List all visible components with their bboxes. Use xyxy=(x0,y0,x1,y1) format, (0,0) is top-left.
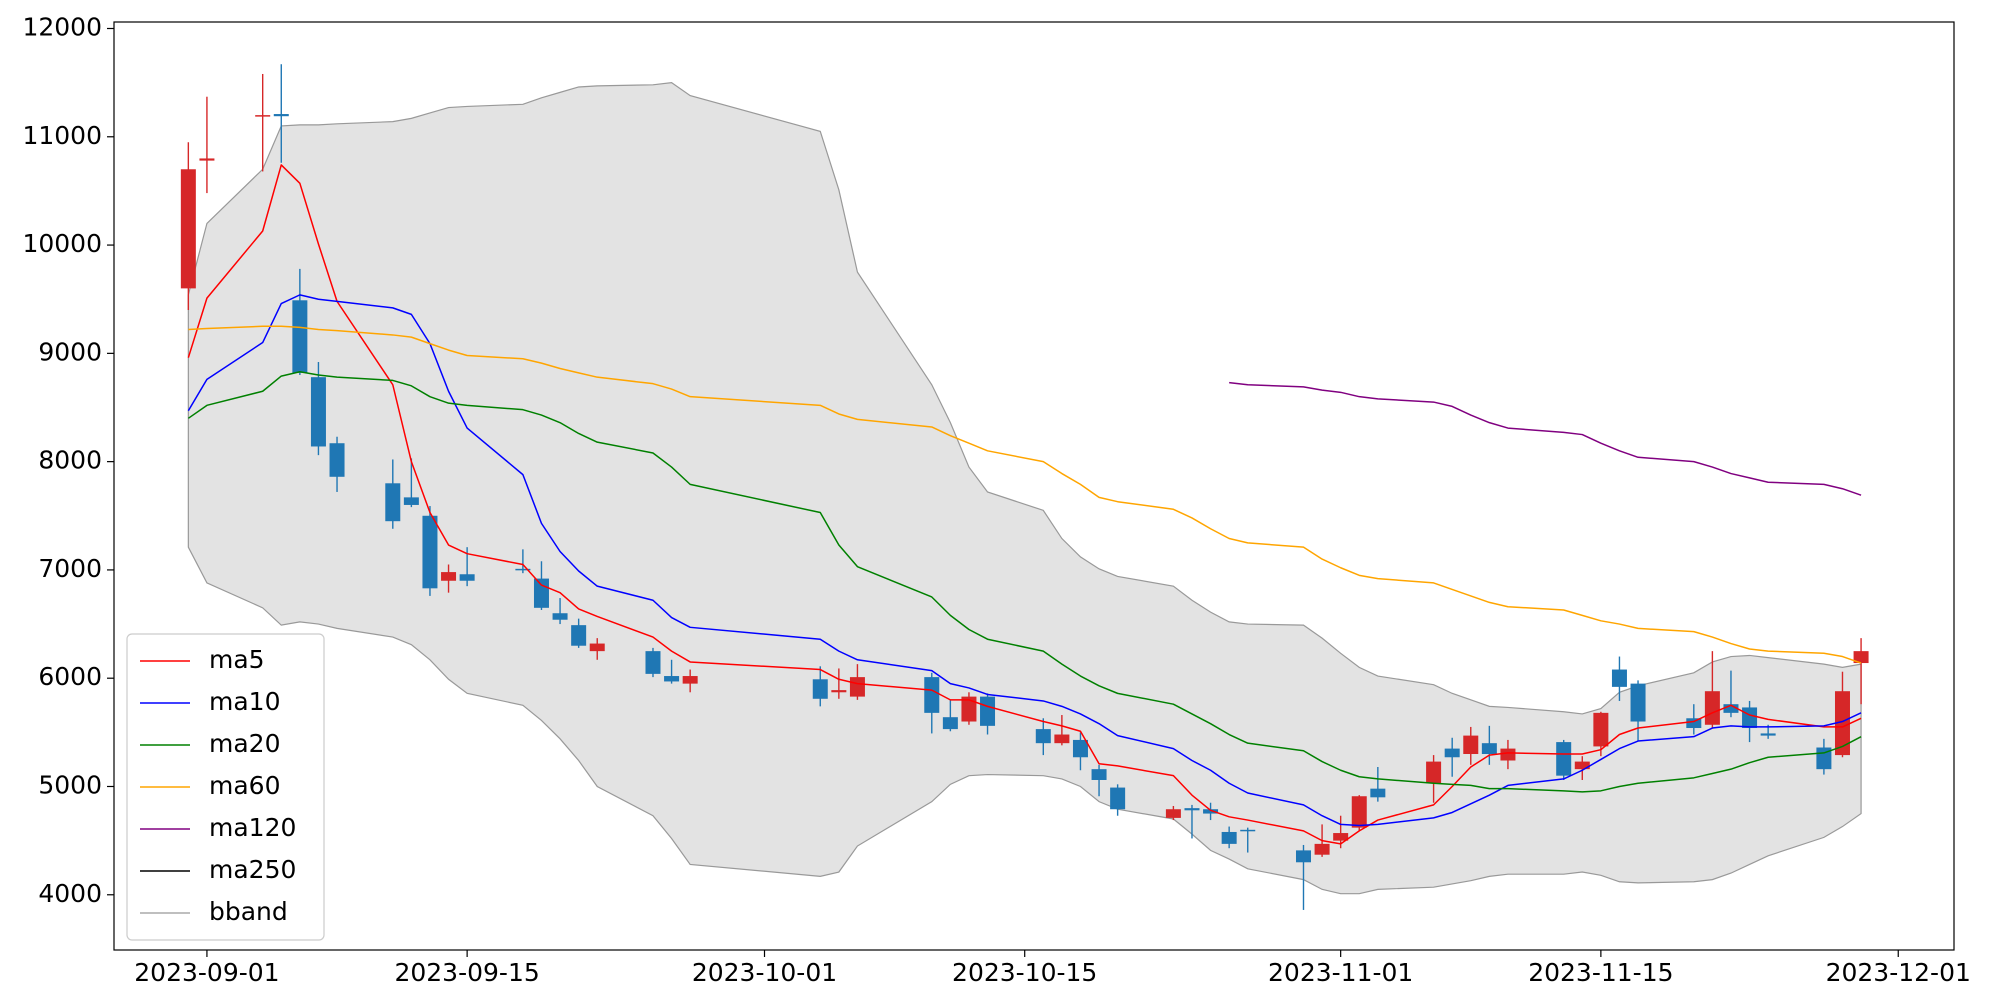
candle-body xyxy=(1110,787,1126,810)
candle-body xyxy=(831,690,847,693)
candle-body xyxy=(1723,704,1739,713)
bollinger-band xyxy=(187,82,1862,895)
y-tick-label: 7000 xyxy=(38,554,102,583)
ma-line xyxy=(188,325,1862,664)
axes-frame xyxy=(113,21,1955,951)
x-tick-label: 2023-09-15 xyxy=(394,958,539,987)
candle-body xyxy=(980,696,996,726)
candle-body xyxy=(1221,831,1237,844)
ma-line xyxy=(187,294,1862,827)
x-tick-label: 2023-12-01 xyxy=(1826,958,1971,987)
candle-body xyxy=(441,572,457,581)
candle-body xyxy=(924,677,940,713)
candle-body xyxy=(552,613,568,620)
candle-body xyxy=(571,625,587,646)
candle-body xyxy=(1370,788,1386,798)
candle-body xyxy=(1035,729,1051,744)
candle-body xyxy=(1630,683,1646,722)
x-tick-label: 2023-10-01 xyxy=(692,958,837,987)
candle-body xyxy=(645,651,661,674)
candle-body xyxy=(664,676,680,682)
candle-body xyxy=(1351,796,1367,828)
candle-body xyxy=(942,717,958,730)
y-tick-label: 5000 xyxy=(38,770,102,799)
candle-body xyxy=(1556,742,1572,776)
x-tick-label: 2023-11-15 xyxy=(1528,958,1673,987)
candle-body xyxy=(589,643,605,652)
candle-body xyxy=(180,169,196,289)
candle-body xyxy=(403,497,419,505)
plot-area xyxy=(180,64,1869,910)
candle-body xyxy=(1240,829,1256,832)
candle-body xyxy=(1444,748,1460,758)
candle-body xyxy=(1165,809,1181,818)
candle-body xyxy=(385,483,401,522)
candle-body xyxy=(1500,748,1516,761)
candle-body xyxy=(1574,761,1590,770)
candle-body xyxy=(1760,733,1776,736)
legend-label: ma120 xyxy=(209,813,296,842)
y-tick-label: 8000 xyxy=(38,446,102,475)
candle-body xyxy=(292,300,308,373)
candle-body xyxy=(459,574,475,581)
candle-body xyxy=(1091,769,1107,780)
y-tick-label: 9000 xyxy=(38,337,102,366)
x-tick-label: 2023-09-01 xyxy=(134,958,279,987)
legend-label: bband xyxy=(209,897,288,926)
candle-body xyxy=(1481,743,1497,755)
x-tick-label: 2023-10-15 xyxy=(952,958,1097,987)
legend-label: ma20 xyxy=(209,729,280,758)
candle-body xyxy=(1072,739,1088,758)
candle-body xyxy=(1834,691,1850,756)
ma-line xyxy=(187,164,1862,845)
candle-body xyxy=(1593,712,1609,747)
candle-body xyxy=(310,377,326,447)
candle-body xyxy=(1426,761,1442,784)
candle-body xyxy=(1314,843,1330,855)
candle-body xyxy=(199,158,215,161)
ma-line xyxy=(1229,381,1862,496)
legend-box xyxy=(126,633,325,941)
y-tick-label: 4000 xyxy=(38,879,102,908)
candle-body xyxy=(682,676,698,684)
candle-body xyxy=(812,679,828,699)
candle-body xyxy=(1295,850,1311,863)
candle-body xyxy=(1054,734,1070,744)
candle-body xyxy=(1184,808,1200,811)
candle-body xyxy=(1853,651,1869,664)
candle-body xyxy=(515,568,531,571)
candle-body xyxy=(422,515,438,589)
candle-body xyxy=(1704,691,1720,725)
candle-body xyxy=(1611,669,1627,687)
legend-label: ma250 xyxy=(209,855,296,884)
x-tick-label: 2023-11-01 xyxy=(1268,958,1413,987)
candle-body xyxy=(1742,707,1758,729)
candle-body xyxy=(329,443,345,477)
ma-line xyxy=(187,371,1862,793)
candle-body xyxy=(1686,718,1702,729)
candle-body xyxy=(533,578,549,608)
legend-label: ma5 xyxy=(209,645,265,674)
legend-label: ma60 xyxy=(209,771,280,800)
candle-body xyxy=(1203,809,1219,814)
legend: ma5 ma10 ma20 ma60 ma120 ma250 bband xyxy=(126,633,325,941)
candle-body xyxy=(849,677,865,697)
y-tick-label: 10000 xyxy=(22,229,102,258)
candle-body xyxy=(1463,735,1479,755)
candle-body xyxy=(255,115,271,117)
y-tick-label: 12000 xyxy=(22,12,102,41)
y-tick-label: 11000 xyxy=(22,121,102,150)
candle-body xyxy=(1333,833,1349,841)
legend-label: ma10 xyxy=(209,687,280,716)
candle-body xyxy=(273,114,289,117)
y-tick-label: 6000 xyxy=(38,662,102,691)
candle-body xyxy=(961,696,977,722)
